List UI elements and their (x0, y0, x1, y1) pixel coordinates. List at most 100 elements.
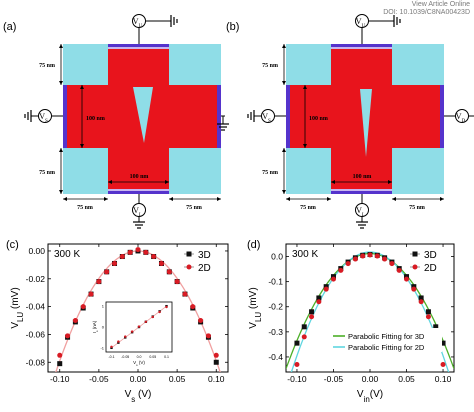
contact-bottom (331, 191, 392, 194)
inset-x-tick-label: 0.0 (137, 355, 142, 359)
doi-text: DOI: 10.1039/C8NA00423D (383, 9, 470, 16)
dim-height-arrowhead (303, 144, 307, 148)
dim-height-label: 100 nm (86, 116, 105, 122)
inset-data-point (130, 330, 134, 333)
data-point-2D (382, 256, 388, 262)
y-tick-label: 0.00 (28, 246, 45, 256)
inset-y-tick-label: -1 (100, 345, 104, 350)
fit-legend-bg (330, 328, 442, 352)
inset-x-tick-label: 0.05 (149, 355, 156, 359)
probe-top-label: VU (133, 17, 143, 29)
data-point-2D (323, 286, 329, 292)
dim-height-arrowhead (80, 85, 84, 89)
probe-left-label: VS (39, 112, 48, 124)
data-point-3D (418, 295, 424, 301)
data-point-2D (404, 276, 410, 282)
dim-pad-bottom-label: 75 nm (262, 170, 278, 176)
y-tick-label: -0.1 (268, 277, 283, 287)
inset-y-axis-label: Is (nA) (92, 320, 99, 333)
data-point-2D (190, 304, 196, 310)
data-point-2D (80, 304, 86, 310)
inset-plot: -0.1 -0.05 0.0 0.05 0.1 -1 0 1 Vs (V) Is (nA) (92, 301, 173, 367)
view-article-link[interactable]: View Article Online (411, 1, 470, 8)
x-tick-label: 0.10 (435, 374, 452, 384)
y-tick-label: -0.04 (26, 302, 46, 312)
probe-left-label: VS (262, 112, 271, 124)
dim-width-label: 100 nm (130, 174, 149, 180)
dim-width-label: 100 nm (353, 174, 372, 180)
dim-pad-top-label: 75 nm (39, 63, 55, 69)
data-point-2D (151, 254, 157, 260)
schematic-panel-b: VU VS VD VL 75 nm 75 nm 100 nm 100 nm 75 nm 75 nm… (226, 14, 474, 229)
data-point-3D (316, 295, 322, 301)
chart-d: -0.10 -0.05 0.00 0.05 0.10 0.0 -0.1 -0.2 -0.3 -0.… (247, 239, 455, 404)
data-point-2D (418, 299, 424, 305)
pad-top-right (392, 44, 444, 85)
contact-top (108, 44, 169, 47)
data-point-2D (301, 334, 307, 340)
triangle-hole (133, 87, 153, 143)
data-point-3D (404, 274, 410, 280)
inset-data-point (124, 335, 127, 338)
data-point-2D (127, 249, 133, 255)
data-point-2D (316, 299, 322, 305)
legend-marker (412, 264, 418, 270)
data-point-2D (166, 269, 172, 275)
legend-marker (186, 251, 192, 257)
schematic-panel-a: VU VS VL 75 nm 75 nm 100 nm 100 nm 75 nm 75 nm (a… (3, 14, 229, 229)
dim-right-arrowhead (169, 197, 173, 201)
panel-label: (d) (247, 239, 260, 251)
x-tick-label: -0.10 (50, 374, 70, 384)
inset-data-point (165, 305, 168, 309)
dim-right-arrowhead (217, 197, 221, 201)
x-tick-label: 0.00 (130, 374, 147, 384)
data-point-2D (374, 253, 380, 259)
legend-marker (186, 264, 192, 270)
probe-bottom-label: VL (356, 206, 365, 218)
dim-pad-bottom-label: 75 nm (39, 170, 55, 176)
inset-x-tick-label: -0.1 (108, 355, 114, 359)
x-axis-label: Vin(V) (357, 389, 383, 404)
dim-left-label: 75 nm (300, 205, 316, 211)
inset-data-point (137, 325, 141, 328)
x-tick-label: -0.05 (89, 374, 109, 384)
data-point-3D (57, 361, 63, 367)
inset-x-axis-label: Vs (V) (133, 360, 145, 367)
data-point-3D (330, 274, 336, 280)
legend-marker (412, 251, 418, 257)
dim-pad-bottom-arrowhead (282, 148, 286, 152)
pad-top-right (169, 44, 221, 85)
dim-right-arrowhead (440, 197, 444, 201)
contact-right (440, 85, 444, 148)
y-axis-label: VLU (mV) (248, 287, 263, 328)
contact-left (286, 85, 290, 148)
inset-data-point (158, 310, 161, 314)
panel-label: (b) (226, 21, 239, 33)
pad-bottom-left (286, 148, 331, 194)
data-point-2D (104, 269, 110, 275)
data-point-3D (425, 309, 431, 315)
data-point-2D (360, 253, 366, 259)
data-point-2D (182, 291, 188, 297)
dim-pad-top-arrowhead (59, 44, 63, 48)
data-point-3D (323, 284, 329, 290)
contact-left (63, 85, 67, 148)
y-tick-label: 0.0 (271, 252, 283, 262)
inset-data-point (151, 315, 154, 319)
series-group (286, 251, 454, 372)
contact-right (217, 85, 221, 148)
data-point-2D (205, 333, 211, 339)
x-tick-label: 0.00 (362, 374, 379, 384)
data-point-2D (440, 361, 446, 367)
chart-c: -0.10 -0.05 0.00 0.05 0.100.00-0.02-0.04-0.0… (6, 239, 229, 404)
dim-pad-top-arrowhead (282, 81, 286, 85)
data-point-2D (389, 261, 395, 267)
dim-right-label: 75 nm (186, 205, 202, 211)
x-tick-label: -0.05 (324, 374, 344, 384)
dim-left-arrowhead (327, 197, 331, 201)
y-tick-label: -0.3 (268, 327, 283, 337)
temperature-annotation: 300 K (54, 249, 80, 260)
data-point-3D (411, 284, 417, 290)
temperature-annotation: 300 K (292, 249, 318, 260)
data-point-3D (433, 324, 439, 330)
